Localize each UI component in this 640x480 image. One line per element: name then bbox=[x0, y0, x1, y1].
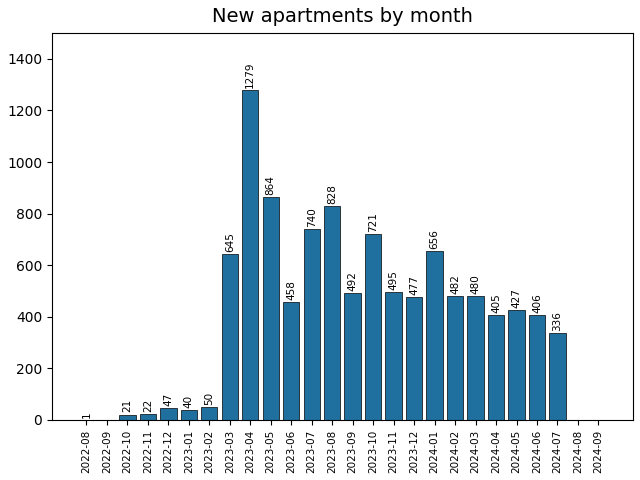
Text: 480: 480 bbox=[470, 275, 481, 294]
Bar bbox=[303, 229, 320, 420]
Bar bbox=[180, 409, 197, 420]
Bar bbox=[242, 90, 259, 420]
Text: 477: 477 bbox=[409, 275, 419, 295]
Bar bbox=[221, 253, 238, 420]
Bar bbox=[344, 293, 361, 420]
Bar bbox=[262, 197, 279, 420]
Bar bbox=[529, 315, 545, 420]
Bar bbox=[201, 407, 218, 420]
Text: 482: 482 bbox=[450, 274, 460, 294]
Bar bbox=[508, 310, 525, 420]
Bar bbox=[119, 415, 136, 420]
Text: 656: 656 bbox=[429, 229, 440, 249]
Text: 1: 1 bbox=[81, 411, 92, 418]
Text: 458: 458 bbox=[286, 280, 296, 300]
Text: 47: 47 bbox=[163, 393, 173, 406]
Bar bbox=[365, 234, 381, 420]
Text: 740: 740 bbox=[307, 207, 317, 227]
Bar bbox=[447, 296, 463, 420]
Bar bbox=[549, 333, 566, 420]
Text: 22: 22 bbox=[143, 399, 153, 412]
Text: 721: 721 bbox=[368, 212, 378, 232]
Bar bbox=[283, 302, 300, 420]
Text: 1279: 1279 bbox=[245, 61, 255, 88]
Bar bbox=[324, 206, 340, 420]
Text: 50: 50 bbox=[204, 392, 214, 405]
Bar bbox=[426, 251, 443, 420]
Text: 427: 427 bbox=[511, 288, 522, 308]
Text: 864: 864 bbox=[266, 175, 276, 195]
Text: 40: 40 bbox=[184, 395, 194, 408]
Text: 495: 495 bbox=[388, 270, 399, 290]
Bar bbox=[406, 297, 422, 420]
Text: 645: 645 bbox=[225, 232, 235, 252]
Bar bbox=[488, 315, 504, 420]
Text: 828: 828 bbox=[327, 184, 337, 204]
Title: New apartments by month: New apartments by month bbox=[212, 7, 473, 26]
Text: 21: 21 bbox=[122, 399, 132, 412]
Text: 405: 405 bbox=[491, 294, 501, 313]
Text: 406: 406 bbox=[532, 293, 542, 313]
Bar bbox=[160, 408, 177, 420]
Bar bbox=[385, 292, 402, 420]
Bar bbox=[140, 414, 156, 420]
Text: 336: 336 bbox=[552, 312, 563, 331]
Bar bbox=[467, 296, 484, 420]
Text: 492: 492 bbox=[348, 271, 358, 291]
